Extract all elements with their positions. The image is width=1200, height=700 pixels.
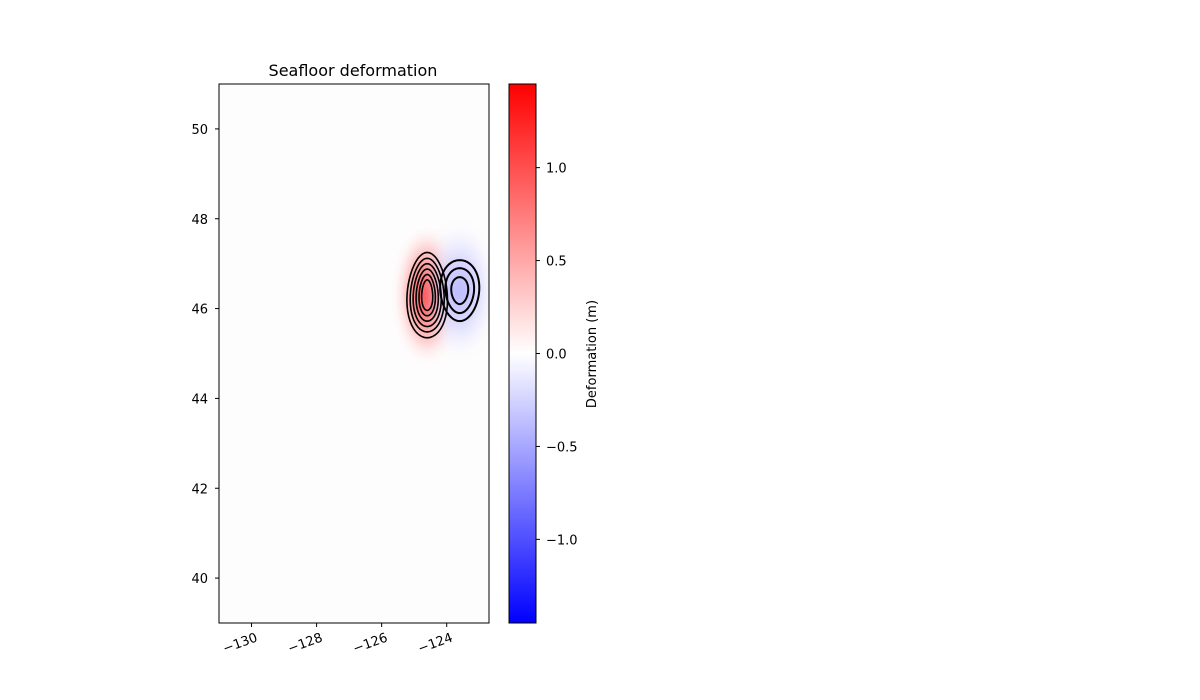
plot-background	[219, 84, 489, 623]
y-tick-label: 50	[191, 123, 208, 138]
negative-contour-level-2	[444, 267, 476, 315]
positive-contour-level-5	[418, 273, 437, 317]
colorbar-tick-label: 0.0	[546, 348, 567, 363]
colorbar-tick-label: 1.0	[546, 162, 567, 177]
positive-contour-level-2	[409, 257, 446, 333]
contour-lines	[406, 251, 481, 339]
plot-frame	[218, 83, 490, 624]
y-tick-label: 46	[191, 303, 208, 318]
x-tick-label: −128	[286, 631, 325, 657]
x-tick-label: −126	[351, 631, 390, 657]
uplift-field-band	[422, 283, 433, 307]
y-tick-label: 42	[191, 482, 208, 497]
x-axis: −130 −128 −126 −124	[221, 623, 455, 657]
colorbar-gradient	[509, 84, 536, 623]
x-tick-label: −130	[221, 631, 260, 657]
y-tick-label: 48	[191, 213, 208, 228]
y-axis: 40 42 44 46 48 50	[191, 123, 219, 587]
y-tick-label: 40	[191, 572, 208, 587]
chart-title: Seafloor deformation	[269, 61, 438, 80]
x-tick-label: −124	[416, 631, 455, 657]
positive-contour-level-6	[420, 279, 434, 312]
positive-contour-level-4	[415, 268, 440, 322]
positive-contour-level-3	[412, 262, 443, 328]
negative-contour-level-1	[439, 259, 481, 323]
subsidence-field-band	[454, 278, 466, 303]
negative-contour-level-3	[450, 276, 470, 306]
colorbar-tick-label: 0.5	[546, 255, 567, 270]
colorbar: −1.0 −0.5 0.0 0.5 1.0 Deformation (m)	[508, 83, 600, 624]
colorbar-ticks: −1.0 −0.5 0.0 0.5 1.0	[536, 162, 578, 548]
colorbar-tick-label: −0.5	[546, 440, 578, 455]
positive-contour-level-1	[406, 251, 449, 339]
y-tick-label: 44	[191, 392, 208, 407]
colorbar-tick-label: −1.0	[546, 533, 578, 548]
plot-area	[218, 83, 490, 624]
colorbar-label: Deformation (m)	[585, 300, 600, 408]
